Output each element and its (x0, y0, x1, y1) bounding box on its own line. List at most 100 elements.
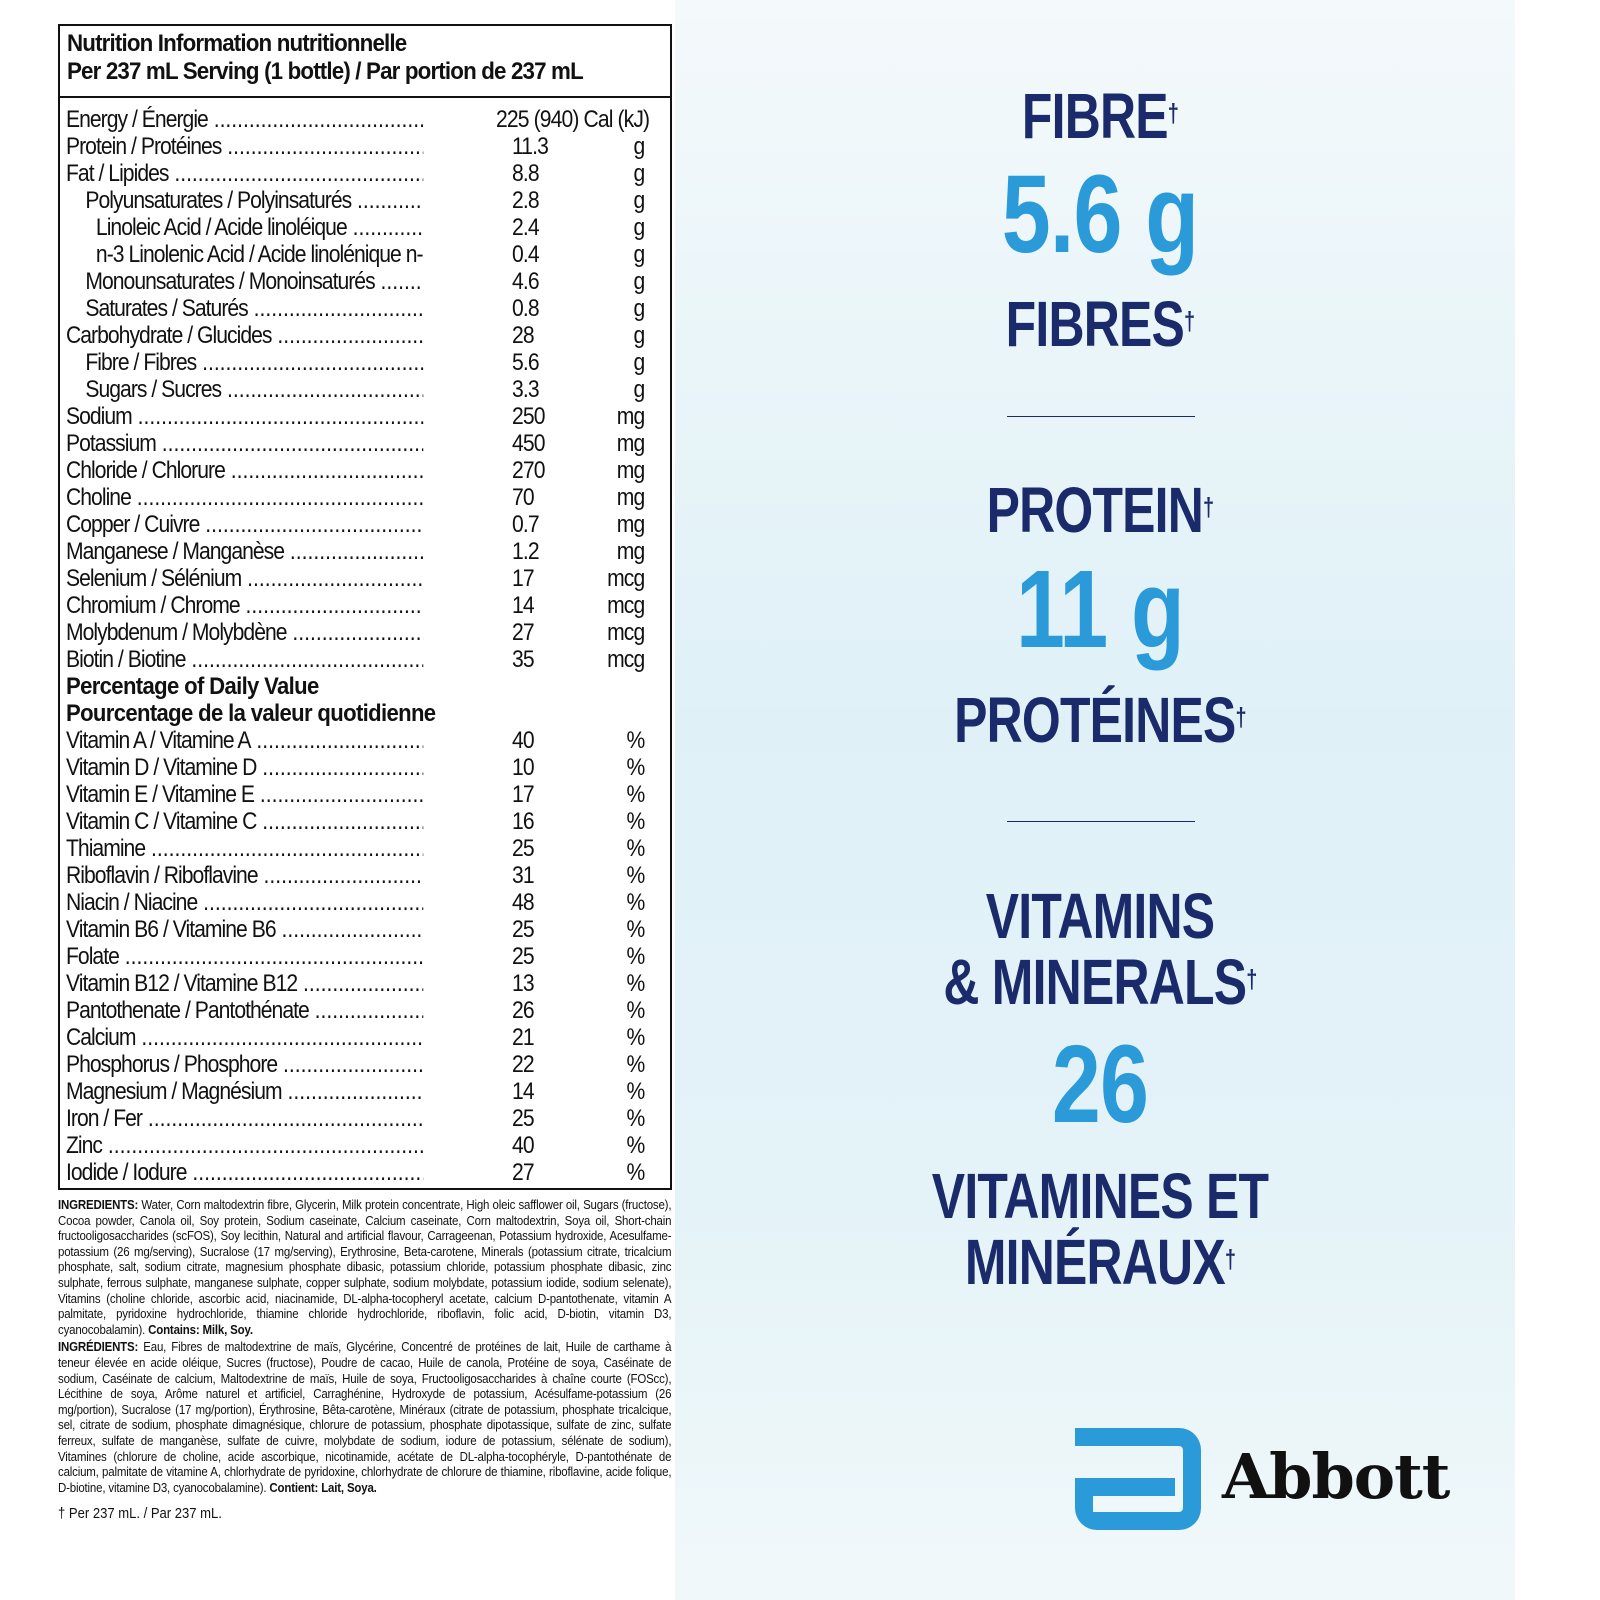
nutrient-unit: mg (616, 430, 644, 457)
nutrient-value: 4.6 (512, 268, 540, 295)
nutrient-unit: g (633, 376, 645, 403)
vitamin-label: Niacin / Niacine (66, 889, 423, 916)
nutrient-unit: mcg (606, 646, 645, 673)
vitamin-row: Vitamin C / Vitamine C 16% (60, 808, 670, 835)
vitamin-unit: % (626, 754, 645, 781)
nutrient-label: Linoleic Acid / Acide linoléique (66, 214, 423, 241)
nutrient-row: Monounsaturates / Monoinsaturés 4.6 g (60, 268, 670, 295)
nutrient-row: Selenium / Sélénium 17 mcg (60, 565, 670, 592)
vitamin-label: Calcium (66, 1024, 423, 1051)
divider (1007, 416, 1195, 417)
nutrient-row: Protein / Protéines 11.3 g (60, 133, 670, 160)
vitamin-row: Calcium 21% (60, 1024, 670, 1051)
nutrient-value: 250 (512, 403, 545, 430)
vitamin-row: Riboflavin / Riboflavine 31% (60, 862, 670, 889)
nutrient-label: Chloride / Chlorure (66, 457, 423, 484)
vitamin-value: 27 (512, 1159, 535, 1186)
nutrient-label: n-3 Linolenic Acid / Acide linolénique n… (66, 241, 423, 268)
vitamin-unit: % (626, 862, 645, 889)
vitamin-row: Vitamin D / Vitamine D 10% (60, 754, 670, 781)
vitamin-unit: % (626, 1132, 645, 1159)
vitamin-row: Vitamin A / Vitamine A 40% (60, 727, 670, 754)
nutrient-label: Polyunsaturates / Polyinsaturés (66, 187, 423, 214)
nutrient-label: Manganese / Manganèse (66, 538, 423, 565)
nutrient-row: Polyunsaturates / Polyinsaturés 2.8 g (60, 187, 670, 214)
nutrient-label: Sugars / Sucres (66, 376, 423, 403)
vitamin-value: 25 (512, 943, 535, 970)
vitamin-unit: % (626, 781, 645, 808)
vitamin-label: Iron / Fer (66, 1105, 423, 1132)
nutrient-value: 450 (512, 430, 545, 457)
nutrient-row: Saturates / Saturés 0.8 g (60, 295, 670, 322)
nutrient-value: 8.8 (512, 160, 540, 187)
vitamin-label: Vitamin B12 / Vitamine B12 (66, 970, 423, 997)
vitamin-value: 17 (512, 781, 535, 808)
nutrient-label: Energy / Énergie (66, 106, 423, 133)
nutrient-value: 14 (512, 592, 535, 619)
nutrient-value: 3.3 (512, 376, 540, 403)
nutrient-value: 17 (512, 565, 535, 592)
nutrient-label: Protein / Protéines (66, 133, 423, 160)
vitamins-claim-en-1: VITAMINS (985, 880, 1215, 952)
abbott-logo-icon (1075, 1428, 1201, 1530)
nutrient-value: 70 (512, 484, 535, 511)
vitamin-value: 14 (512, 1078, 535, 1105)
nutrient-unit: g (633, 349, 645, 376)
nutrient-value: 11.3 (512, 133, 549, 160)
nutrient-unit: mg (616, 403, 644, 430)
nutrient-unit: g (633, 133, 645, 160)
vitamin-label: Vitamin D / Vitamine D (66, 754, 423, 781)
nutrient-unit: g (633, 187, 645, 214)
vitamin-value: 26 (512, 997, 535, 1024)
vitamin-label: Folate (66, 943, 423, 970)
nutrient-value: 28 (512, 322, 535, 349)
nutrient-unit: g (633, 160, 645, 187)
protein-claim-en: PROTEIN† (986, 474, 1215, 546)
vitamin-value: 21 (512, 1024, 535, 1051)
nutrient-unit: mcg (606, 592, 645, 619)
table-header: Nutrition Information nutritionnelle Per… (60, 26, 670, 98)
nutrient-label: Sodium (66, 403, 423, 430)
vitamin-value: 13 (512, 970, 535, 997)
vitamin-value: 40 (512, 1132, 535, 1159)
section-heading: Percentage of Daily Value (60, 673, 670, 700)
ingredients: INGREDIENTS: Water, Corn maltodextrin fi… (58, 1197, 672, 1495)
nutrient-value: 1.2 (512, 538, 540, 565)
nutrient-unit: g (633, 268, 645, 295)
vitamin-value: 25 (512, 835, 535, 862)
nutrient-label: Fibre / Fibres (66, 349, 423, 376)
nutrient-row: Copper / Cuivre 0.7 mg (60, 511, 670, 538)
vitamin-value: 16 (512, 808, 535, 835)
nutrient-unit: g (633, 214, 645, 241)
vitamin-unit: % (626, 1051, 645, 1078)
vitamin-row: Magnesium / Magnésium 14% (60, 1078, 670, 1105)
nutrient-value: 225 (940) Cal (kJ) (496, 106, 650, 133)
nutrient-row: Chloride / Chlorure 270 mg (60, 457, 670, 484)
vitamins-value: 26 (1051, 1023, 1149, 1146)
vitamin-unit: % (626, 943, 645, 970)
nutrient-label: Carbohydrate / Glucides (66, 322, 423, 349)
vitamin-label: Vitamin A / Vitamine A (66, 727, 423, 754)
vitamin-row: Niacin / Niacine 48% (60, 889, 670, 916)
vitamin-row: Folate 25% (60, 943, 670, 970)
vitamin-label: Magnesium / Magnésium (66, 1078, 423, 1105)
vitamin-unit: % (626, 889, 645, 916)
protein-claim-fr: PROTÉINES† (954, 684, 1247, 756)
nutrient-label: Molybdenum / Molybdène (66, 619, 423, 646)
vitamin-unit: % (626, 808, 645, 835)
vitamin-row: Thiamine 25% (60, 835, 670, 862)
nutrient-value: 35 (512, 646, 535, 673)
ingredients-en: INGREDIENTS: Water, Corn maltodextrin fi… (58, 1197, 672, 1337)
vitamin-row: Vitamin B12 / Vitamine B12 13% (60, 970, 670, 997)
vitamin-label: Zinc (66, 1132, 423, 1159)
vitamin-row: Vitamin B6 / Vitamine B6 25% (60, 916, 670, 943)
vitamin-label: Vitamin E / Vitamine E (66, 781, 423, 808)
nutrient-label: Biotin / Biotine (66, 646, 423, 673)
serving-size: Per 237 mL Serving (1 bottle) / Par port… (67, 58, 584, 85)
ingredients-en-label: INGREDIENTS: (58, 1197, 139, 1212)
vitamins-claim-fr-1: VITAMINES ET (931, 1160, 1269, 1232)
fibre-claim-fr: FIBRES† (1005, 288, 1195, 360)
vitamin-row: Pantothenate / Pantothénate 26% (60, 997, 670, 1024)
vitamin-unit: % (626, 1159, 645, 1186)
nutrient-row: Linoleic Acid / Acide linoléique 2.4 g (60, 214, 670, 241)
